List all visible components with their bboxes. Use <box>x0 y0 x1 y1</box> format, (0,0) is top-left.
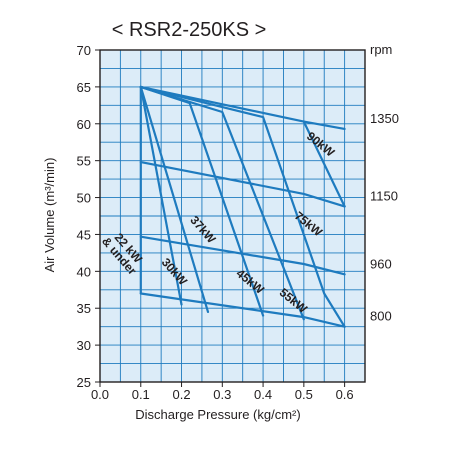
rpm-label: 1350 <box>370 111 399 126</box>
right-axis-label: rpm <box>370 42 392 57</box>
rpm-curve-0 <box>139 85 346 130</box>
power-curve-5 <box>139 85 346 328</box>
y-tick-label: 55 <box>77 154 91 169</box>
x-axis-label: Discharge Pressure (kg/cm²) <box>135 407 300 422</box>
rpm-label: 800 <box>370 309 392 324</box>
rpm-label: 1150 <box>370 188 398 203</box>
y-tick-label: 50 <box>77 191 91 206</box>
power-curve-6 <box>302 120 346 208</box>
plot-frame <box>99 49 366 383</box>
x-tick-label: 0.5 <box>295 387 313 402</box>
rpm-curve-2 <box>139 235 346 276</box>
y-tick-label: 40 <box>77 264 91 279</box>
x-tick-label: 0.4 <box>254 387 272 402</box>
x-tick-label: 0.1 <box>132 387 150 402</box>
power-curve-2 <box>139 85 210 313</box>
x-tick-label: 0.0 <box>91 387 109 402</box>
power-curve-1 <box>139 85 183 306</box>
y-tick-label: 70 <box>77 43 91 58</box>
y-tick-label: 30 <box>77 338 91 353</box>
chart-title: < RSR2-250KS > <box>112 19 267 41</box>
power-curve-4 <box>139 85 305 321</box>
rpm-curve-1 <box>139 161 346 208</box>
x-tick-label: 0.2 <box>172 387 190 402</box>
y-tick-label: 45 <box>77 227 91 242</box>
rpm-curve-3 <box>139 292 346 328</box>
y-tick-label: 60 <box>77 117 91 132</box>
rpm-label: 960 <box>370 256 392 271</box>
y-tick-label: 25 <box>77 375 91 390</box>
x-tick-label: 0.6 <box>336 387 354 402</box>
y-tick-label: 65 <box>77 80 91 95</box>
y-axis-label: Air Volume (m³/min) <box>42 158 57 273</box>
x-tick-label: 0.3 <box>213 387 231 402</box>
y-tick-label: 35 <box>77 301 91 316</box>
